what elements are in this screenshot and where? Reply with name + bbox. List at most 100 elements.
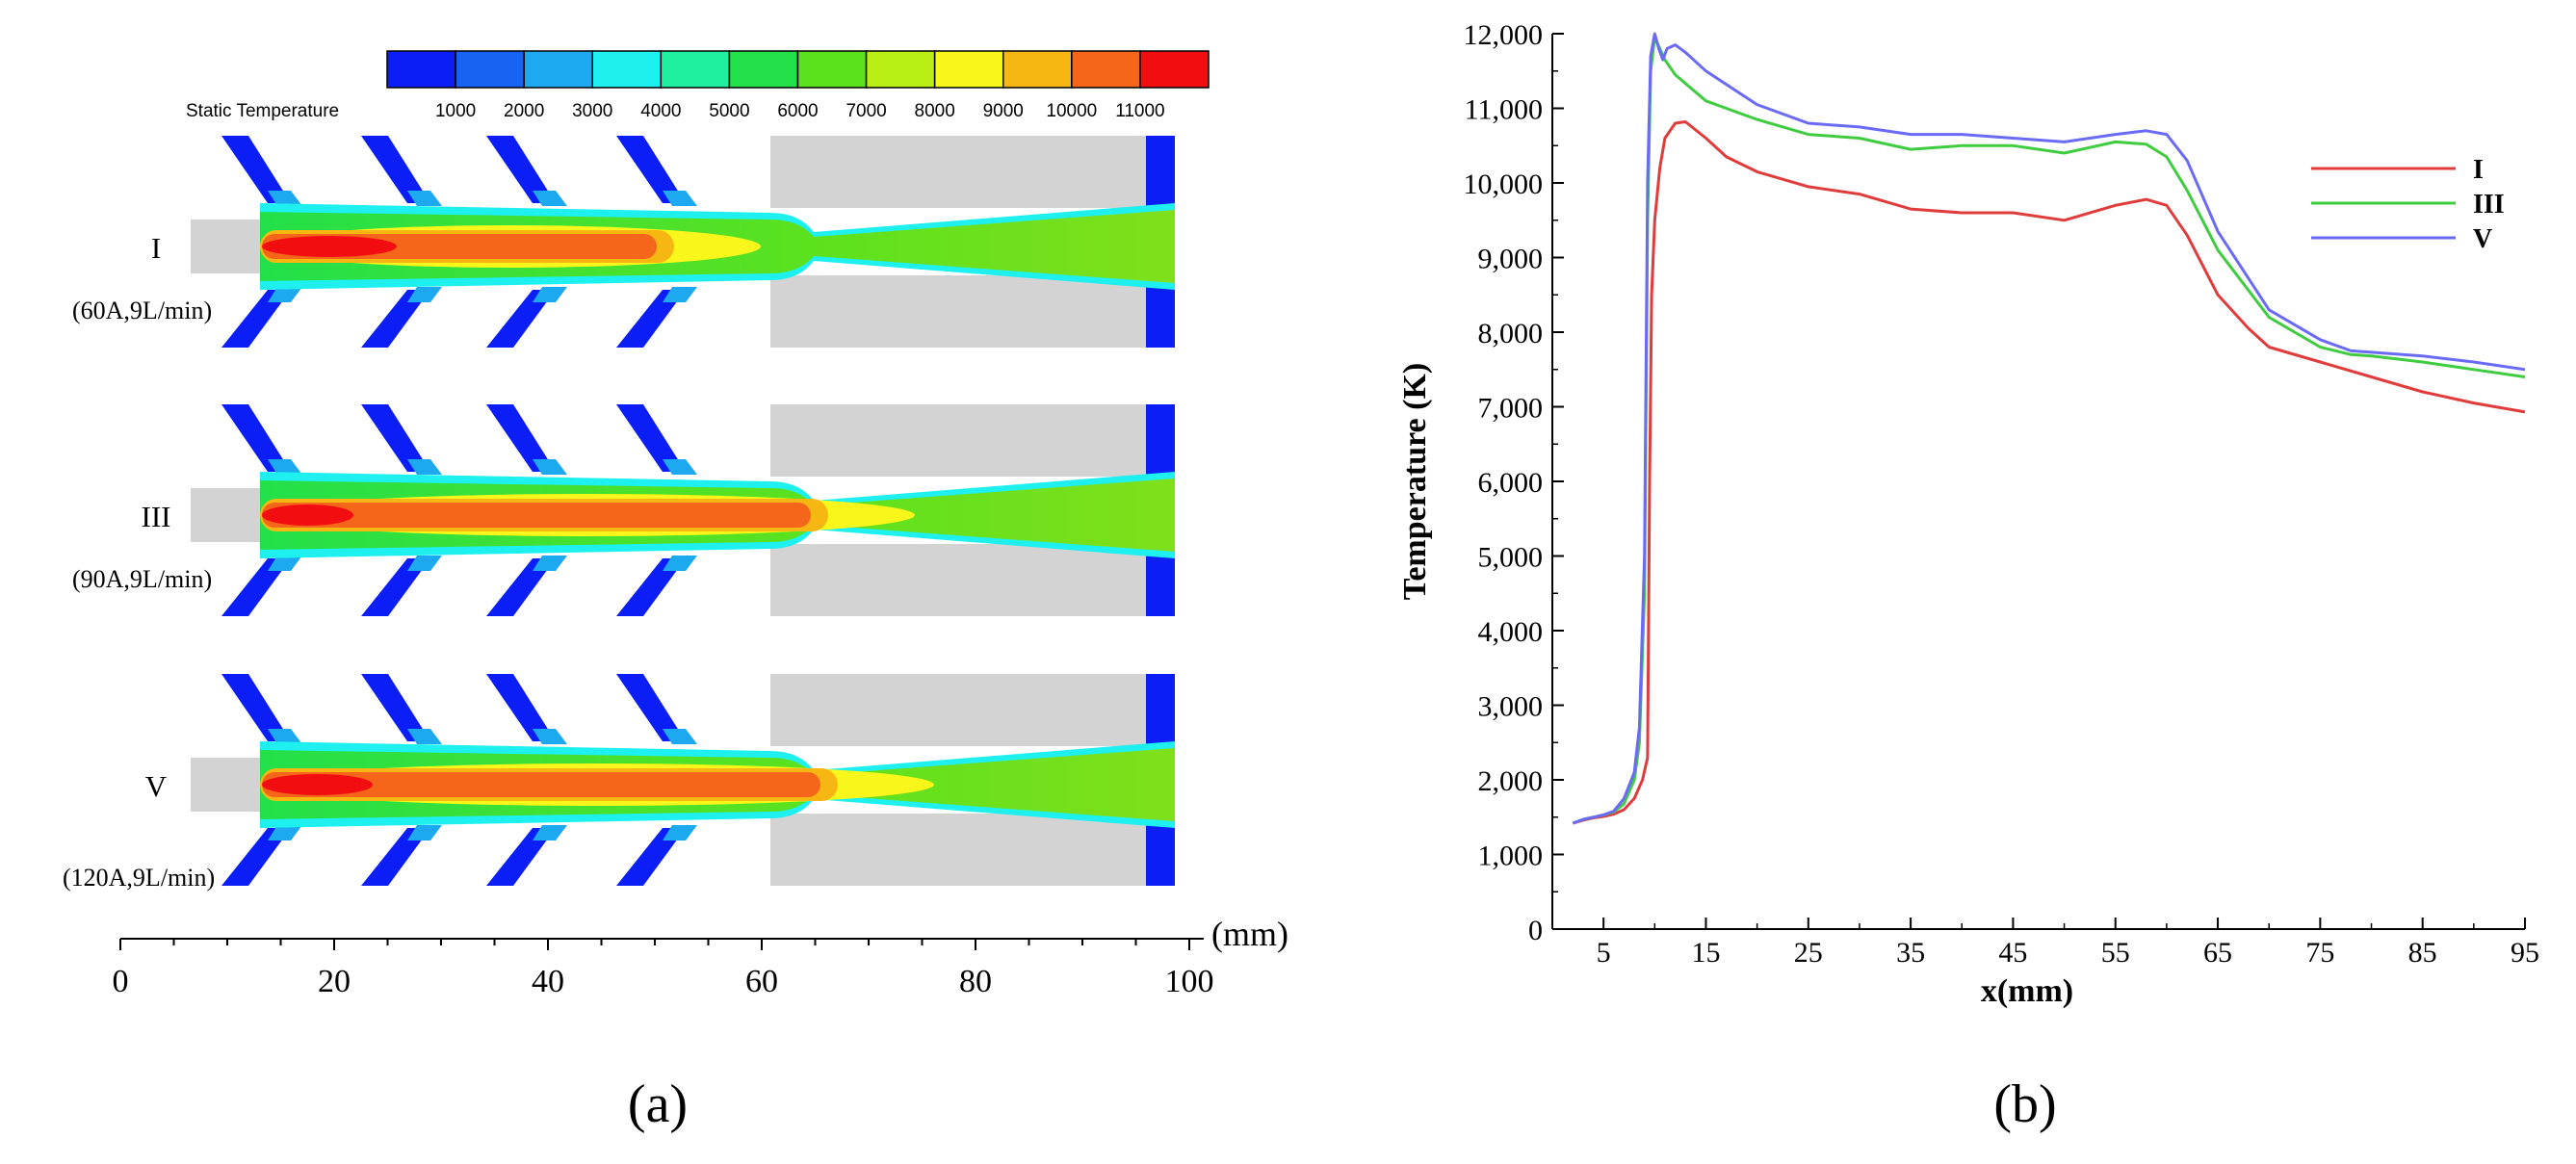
series-line-V: [1572, 32, 2526, 825]
flow-hot-zone: [262, 503, 811, 528]
nozzle-wall-top: [770, 404, 1146, 477]
legend-label: III: [2473, 190, 2505, 220]
gas-inlet-bottom: [486, 828, 556, 886]
y-tick-label: 7,000: [1478, 393, 1544, 425]
legend-label: I: [2473, 155, 2484, 185]
gas-inlet-jet-bottom: [533, 556, 567, 571]
gas-inlet-jet-top: [663, 191, 697, 206]
mm-axis: 0 20 40 60 80 100: [113, 938, 1214, 999]
y-axis-label: Temperature (K): [1397, 363, 1433, 600]
gas-inlet-top: [616, 404, 686, 472]
colorbar-tick-label: 11000: [1115, 101, 1164, 121]
colorbar-tick-label: 2000: [504, 101, 544, 121]
y-tick-label: 10,000: [1464, 168, 1544, 200]
flow-red-zone: [262, 774, 373, 795]
y-tick-label: 11,000: [1465, 94, 1543, 126]
case-condition: (90A,9L/min): [72, 565, 212, 593]
x-tick-label: 75: [2305, 937, 2334, 969]
gas-inlet-top: [361, 404, 430, 472]
y-tick-label: 9,000: [1478, 244, 1544, 275]
colorbar-tick-label: 9000: [983, 101, 1024, 121]
gas-inlet-jet-top: [533, 459, 567, 475]
x-tick-label: 45: [1998, 937, 2027, 969]
x-tick-label: 65: [2203, 937, 2232, 969]
gas-inlet-bottom: [221, 828, 291, 886]
contour-row: V (120A,9L/min): [63, 674, 1175, 892]
gas-inlet-bottom: [221, 290, 291, 348]
gas-inlet-jet-top: [663, 729, 697, 744]
y-tick-label: 3,000: [1478, 691, 1544, 723]
case-label: V: [145, 769, 168, 803]
gas-inlet-bottom: [486, 558, 556, 616]
chart-axes: 0 1,000 2,000 3,000 4,000 5,000 6,000 7,000 8,00…: [1464, 19, 2540, 969]
gas-inlet-top: [361, 674, 430, 741]
case-label: I: [151, 231, 161, 265]
cathode: [191, 220, 260, 273]
gas-inlet-jet-bottom: [407, 287, 442, 302]
gas-inlet-jet-bottom: [533, 825, 567, 841]
colorbar-tick-label: 7000: [846, 101, 886, 121]
contour-rows: I (60A,9L/min) III (90A,9L/min) V (120A,9L/mi…: [63, 136, 1175, 892]
gas-inlet-jet-bottom: [268, 556, 302, 571]
mm-axis-tick-label: 40: [532, 964, 564, 999]
gas-inlet-jet-bottom: [407, 825, 442, 841]
x-tick-label: 35: [1896, 937, 1925, 969]
gas-inlet-bottom: [616, 828, 686, 886]
gas-inlet-bottom: [361, 290, 430, 348]
gas-inlet-jet-bottom: [663, 287, 697, 302]
colorbar-title: Static Temperature: [186, 101, 339, 121]
gas-inlet-jet-top: [407, 729, 442, 744]
colorbar-tick-label: 6000: [777, 101, 818, 121]
gas-inlet-jet-top: [407, 191, 442, 206]
gas-inlet-top: [486, 404, 556, 472]
series-line-III: [1572, 36, 2526, 825]
nozzle-wall-bottom: [770, 544, 1146, 616]
colorbar-swatch: [660, 50, 731, 89]
colorbar-tick-label: 8000: [915, 101, 955, 121]
nozzle-wall-top: [770, 674, 1146, 746]
case-condition: (60A,9L/min): [72, 297, 212, 324]
mm-axis-tick-label: 100: [1165, 964, 1214, 999]
gas-inlet-top: [616, 136, 686, 203]
contour-row: I (60A,9L/min): [72, 136, 1175, 348]
panel-label-b: (b): [1993, 1074, 2056, 1134]
mm-axis-unit: (mm): [1211, 915, 1288, 953]
gas-inlet-bottom: [486, 290, 556, 348]
gas-inlet-jet-top: [268, 729, 302, 744]
colorbar-swatch: [728, 50, 799, 89]
contour-panel: Static Temperature 1000 2000 3000 4000 5000 6…: [63, 50, 1288, 1134]
gas-inlet-top: [486, 136, 556, 203]
panel-label-a: (a): [628, 1074, 688, 1134]
colorbar-swatch: [1002, 50, 1073, 89]
gas-inlet-jet-top: [268, 459, 302, 475]
colorbar-swatch: [865, 50, 936, 89]
gas-inlet-jet-bottom: [407, 556, 442, 571]
flow-red-zone: [262, 504, 353, 526]
series-line-I: [1572, 120, 2526, 825]
colorbar-swatch: [455, 50, 525, 89]
gas-inlet-bottom: [616, 290, 686, 348]
colorbar-tick-label: 4000: [640, 101, 681, 121]
gas-inlet-top: [486, 674, 556, 741]
chart-series: [1572, 32, 2526, 825]
x-tick-label: 25: [1794, 937, 1823, 969]
x-tick-label: 5: [1597, 937, 1611, 969]
colorbar-tick-label: 5000: [709, 101, 749, 121]
colorbar-tick-label: 3000: [572, 101, 612, 121]
gas-inlet-jet-bottom: [268, 287, 302, 302]
gas-inlet-top: [221, 136, 291, 203]
colorbar: [386, 50, 1210, 89]
mm-axis-tick-label: 20: [318, 964, 351, 999]
gas-inlet-jet-top: [663, 459, 697, 475]
flow-hot-zone: [262, 772, 820, 797]
y-tick-label: 8,000: [1478, 318, 1544, 349]
y-tick-label: 12,000: [1464, 19, 1544, 51]
y-tick-label: 6,000: [1478, 467, 1544, 499]
gas-inlet-jet-top: [533, 729, 567, 744]
gas-inlet-jet-bottom: [663, 825, 697, 841]
x-axis-label: x(mm): [1981, 973, 2073, 1009]
mm-axis-tick-label: 60: [745, 964, 778, 999]
nozzle-wall-bottom: [770, 814, 1146, 886]
